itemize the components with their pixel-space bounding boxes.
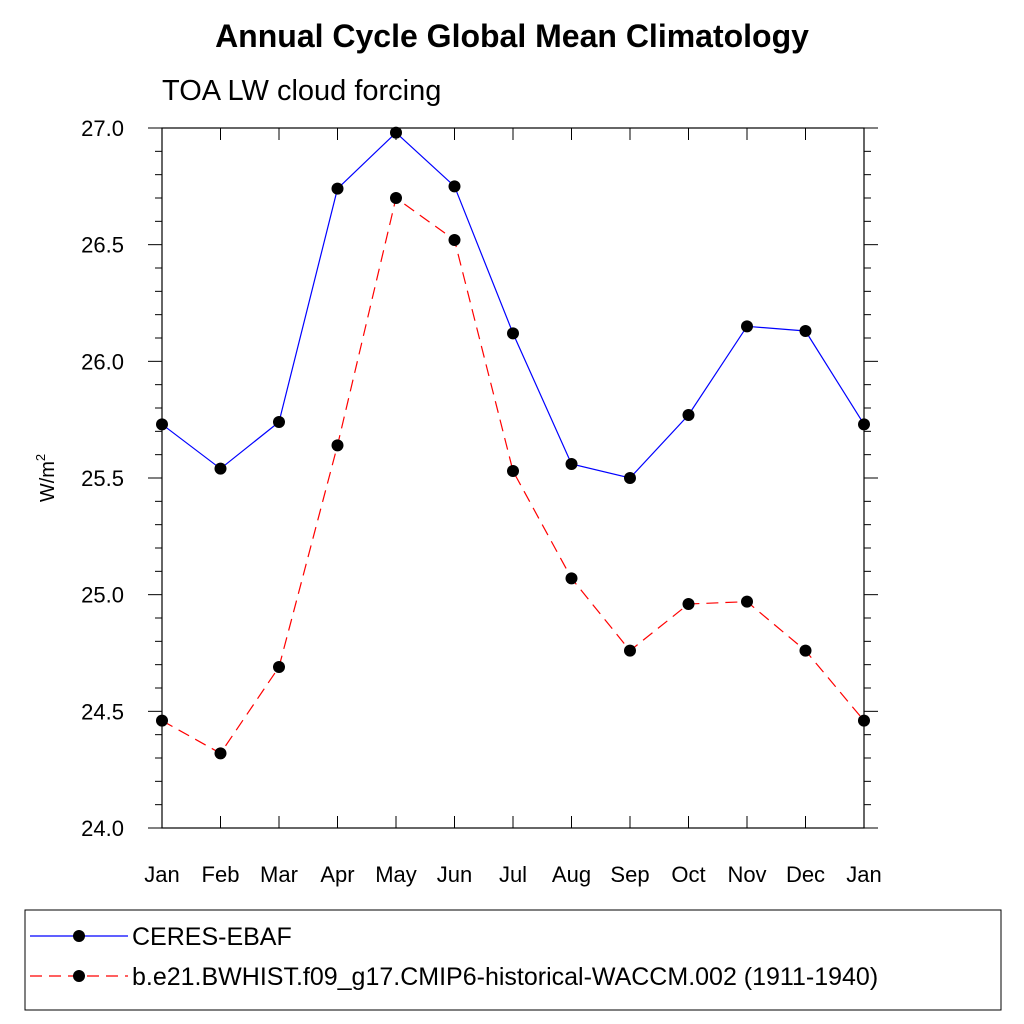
legend-box xyxy=(24,909,1002,1011)
x-tick-label: Dec xyxy=(786,862,825,887)
legend-swatch-marker xyxy=(73,970,85,982)
series-1-point xyxy=(390,126,402,139)
series-1-point xyxy=(799,325,812,337)
series-1-point xyxy=(273,416,285,428)
legend-label: b.e21.BWHIST.f09_g17.CMIP6-historical-WA… xyxy=(132,963,878,991)
x-tick-label: Jul xyxy=(499,862,527,887)
series-1-point xyxy=(858,418,870,431)
svg-text:W/m2: W/m2 xyxy=(33,454,59,502)
series-line-1 xyxy=(161,131,865,479)
legend-label: CERES-EBAF xyxy=(132,923,292,951)
series-2-point xyxy=(390,192,402,204)
series-2-point xyxy=(799,644,812,657)
axis-ticks: Jan Feb Mar Apr May Jun Jul Aug Sep Oct Nov Dec Jan 2… xyxy=(81,116,882,887)
y-axis-label: W/m2 xyxy=(33,454,59,502)
series-1-point xyxy=(448,180,461,193)
series-2-point xyxy=(565,572,578,585)
y-axis-label-superscript: 2 xyxy=(33,454,48,461)
x-tick-label: Feb xyxy=(202,862,240,887)
series-2-point xyxy=(156,714,168,727)
series-1-point xyxy=(565,458,578,470)
x-tick-label: Jan xyxy=(144,862,179,887)
series-1-point xyxy=(624,472,636,484)
x-tick-label: Apr xyxy=(320,862,354,887)
x-tick-label: Sep xyxy=(610,862,649,887)
series-1-point xyxy=(156,418,168,431)
chart-subtitle: TOA LW cloud forcing xyxy=(162,75,441,107)
y-tick-label: 24.0 xyxy=(81,816,124,841)
y-tick-label: 26.5 xyxy=(81,233,124,258)
y-tick-label: 25.5 xyxy=(81,466,124,491)
series-layer xyxy=(156,126,870,760)
series-1-point xyxy=(507,327,519,340)
legend-swatch-marker xyxy=(73,930,85,942)
series-2-point xyxy=(214,747,227,760)
series-1-point xyxy=(331,182,344,195)
x-tick-label: Mar xyxy=(260,862,298,887)
series-2-point xyxy=(858,714,870,727)
series-2-point xyxy=(331,439,344,452)
plot-frame xyxy=(161,127,865,829)
x-tick-label: May xyxy=(375,862,417,887)
series-1-point xyxy=(214,462,227,475)
series-2-point xyxy=(624,644,636,657)
y-axis-label-text: W/m xyxy=(37,461,59,502)
y-tick-label: 25.0 xyxy=(81,583,124,608)
chart-title: Annual Cycle Global Mean Climatology xyxy=(215,18,809,54)
x-tick-label: Jan xyxy=(846,862,881,887)
x-tick-label: Jun xyxy=(437,862,472,887)
series-2-point xyxy=(448,234,461,246)
y-tick-label: 26.0 xyxy=(81,349,124,374)
series-1-point xyxy=(682,409,695,421)
x-tick-label: Aug xyxy=(552,862,591,887)
series-1-point xyxy=(741,320,753,333)
x-tick-label: Nov xyxy=(727,862,766,887)
series-2-point xyxy=(273,661,285,673)
series-2-point xyxy=(741,595,753,608)
x-tick-label: Oct xyxy=(671,862,705,887)
series-2-point xyxy=(682,598,695,610)
series-2-point xyxy=(507,465,519,477)
legend: CERES-EBAF b.e21.BWHIST.f09_g17.CMIP6-his… xyxy=(30,923,878,991)
y-tick-label: 24.5 xyxy=(81,699,124,724)
y-tick-label: 27.0 xyxy=(81,116,124,141)
